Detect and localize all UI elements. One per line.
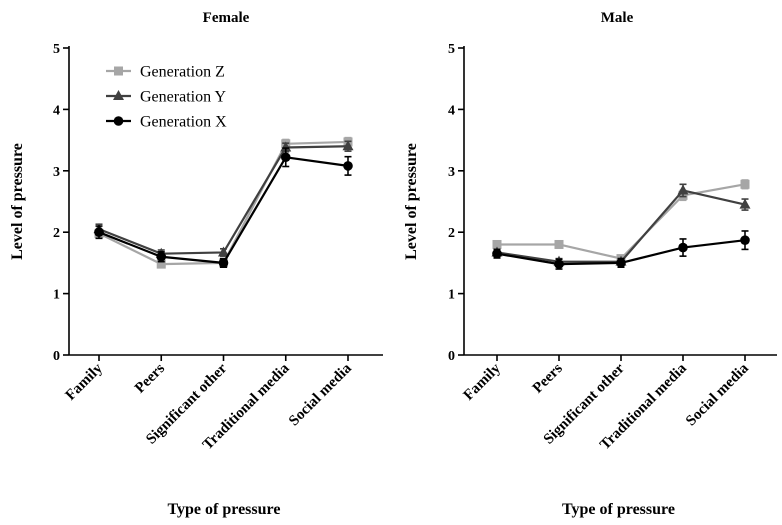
- x-tick-label: Peers: [530, 360, 566, 396]
- data-point: [677, 184, 689, 195]
- series-square: [492, 179, 750, 264]
- y-tick-label: 2: [53, 226, 60, 241]
- legend-label: Generation Y: [140, 89, 226, 106]
- data-point: [156, 259, 166, 269]
- data-point: [218, 258, 229, 268]
- y-tick-label: 5: [53, 42, 60, 57]
- data-point: [343, 161, 353, 171]
- legend-label: Generation X: [140, 114, 227, 131]
- series-triangle: [491, 183, 751, 266]
- data-point: [342, 140, 354, 151]
- data-point: [740, 235, 750, 245]
- y-tick-label: 0: [448, 349, 455, 364]
- y-tick-label: 0: [53, 349, 60, 364]
- series-line: [98, 145, 349, 255]
- series-triangle: [93, 140, 354, 259]
- y-tick-label: 5: [448, 42, 455, 57]
- y-tick-label: 4: [53, 103, 60, 118]
- data-point: [280, 141, 292, 152]
- y-tick-label: 1: [448, 288, 455, 303]
- legend-marker: [114, 66, 123, 76]
- data-point: [280, 152, 291, 163]
- y-tick-label: 4: [448, 103, 455, 118]
- data-point: [94, 227, 104, 237]
- data-point: [678, 242, 688, 253]
- legend-label: Generation Z: [140, 64, 225, 81]
- x-axis-label: Type of pressure: [562, 501, 675, 518]
- y-axis-label: Level of pressure: [9, 143, 26, 260]
- data-point: [554, 259, 564, 269]
- data-point: [218, 246, 229, 257]
- data-point: [492, 248, 502, 259]
- x-tick-label: Social media: [683, 360, 752, 429]
- data-point: [740, 179, 750, 189]
- legend-marker: [113, 90, 124, 100]
- data-point: [156, 251, 167, 262]
- data-point: [739, 198, 751, 209]
- data-point: [554, 239, 564, 249]
- data-point: [616, 258, 626, 268]
- chart-title: Male: [601, 10, 634, 26]
- y-tick-label: 1: [53, 288, 60, 303]
- x-tick-label: Social media: [286, 360, 355, 429]
- x-tick-label: Family: [63, 360, 106, 403]
- chart-title: Female: [203, 10, 250, 26]
- y-axis-label: Level of pressure: [403, 143, 420, 260]
- series-circle: [492, 230, 750, 270]
- y-tick-label: 3: [448, 165, 455, 180]
- y-tick-label: 3: [53, 165, 60, 180]
- x-tick-label: Family: [461, 360, 504, 403]
- series-line: [496, 189, 746, 263]
- x-axis-label: Type of pressure: [168, 501, 281, 518]
- y-tick-label: 2: [448, 226, 455, 241]
- legend-marker: [113, 116, 124, 126]
- data-point: [492, 239, 502, 249]
- series-circle: [94, 147, 353, 268]
- x-tick-label: Peers: [132, 360, 168, 396]
- legend: Generation Z Generation Y Generation X: [106, 64, 227, 131]
